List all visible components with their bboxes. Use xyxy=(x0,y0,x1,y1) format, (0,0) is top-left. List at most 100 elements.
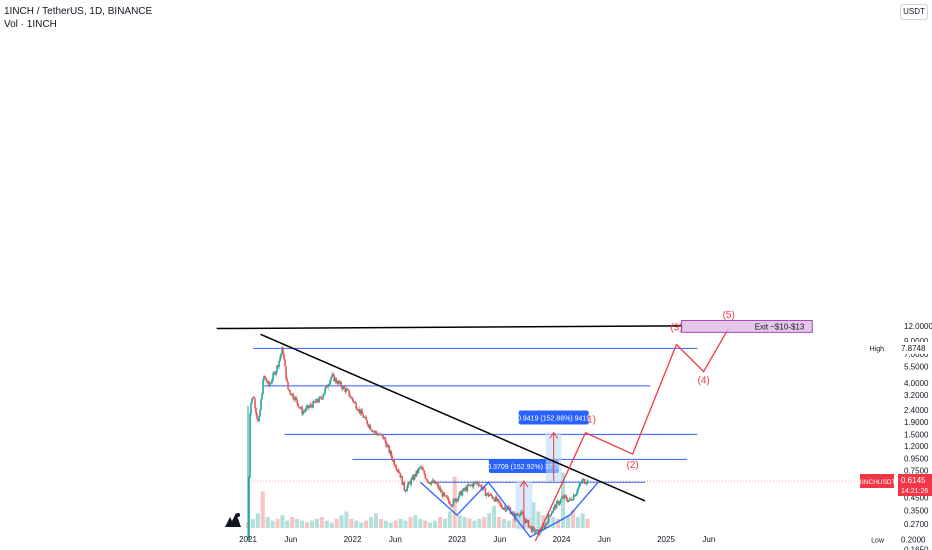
tradingview-logo-icon[interactable] xyxy=(222,509,244,529)
volume-bar xyxy=(551,517,556,528)
low-value: 0.2000 xyxy=(901,536,926,545)
candle-body xyxy=(368,425,371,427)
candle-body xyxy=(345,389,347,392)
candle-body xyxy=(512,512,515,514)
volume-bar xyxy=(477,518,482,528)
candle-body xyxy=(426,479,429,482)
candle-body xyxy=(324,388,326,393)
candle-body xyxy=(573,495,576,497)
volume-bar xyxy=(324,520,329,528)
candle-body xyxy=(548,515,551,516)
volume-bar xyxy=(255,513,260,528)
candle-body xyxy=(559,499,562,503)
candle-body xyxy=(411,476,414,480)
candle-body xyxy=(396,469,399,471)
candle-body xyxy=(321,398,323,400)
candle-body xyxy=(340,381,342,387)
candle-body xyxy=(290,393,292,396)
candle-body xyxy=(434,480,437,484)
candle-body xyxy=(362,414,365,418)
candle-body xyxy=(514,513,517,520)
volume-bar xyxy=(437,517,442,528)
candle-body xyxy=(266,380,268,383)
price-tick-label: 1.9000 xyxy=(904,418,929,427)
candle-body xyxy=(293,398,295,401)
candle-body xyxy=(309,404,311,407)
candle-body xyxy=(551,511,554,513)
candle-body xyxy=(471,484,474,487)
candle-body xyxy=(543,525,546,529)
candle-body xyxy=(271,380,273,383)
candle-body xyxy=(289,390,291,394)
candle-body xyxy=(440,491,443,492)
time-tick-label: 2022 xyxy=(344,535,362,544)
price-tick-label: 0.4500 xyxy=(904,493,929,502)
candle-body xyxy=(373,431,376,433)
candle-body xyxy=(382,435,385,440)
candle-body xyxy=(429,483,432,485)
candle-body xyxy=(262,379,264,395)
candle-body xyxy=(476,482,479,484)
candle-body xyxy=(268,381,270,386)
price-tick-label: 0.1650 xyxy=(904,546,929,550)
volume-bar xyxy=(428,522,433,528)
price-axis-bg xyxy=(896,0,932,550)
candle-body xyxy=(544,523,547,529)
candle-body xyxy=(256,413,258,419)
volume-bar xyxy=(447,511,452,528)
volume-bar xyxy=(472,520,477,528)
candle-body xyxy=(367,424,370,427)
candle-body xyxy=(406,485,409,491)
candle-body xyxy=(549,515,552,517)
candle-body xyxy=(329,380,331,385)
candle-body xyxy=(536,529,539,531)
candle-body xyxy=(474,482,477,484)
volume-bar xyxy=(334,518,339,528)
volume-bar xyxy=(580,513,585,528)
candle-body xyxy=(528,526,531,528)
measure-tools[interactable]: 0.3709 (152.92%) 3709 0.9419 (152.88%) 94… xyxy=(487,410,590,530)
candle-body xyxy=(500,504,503,508)
candle-body xyxy=(541,525,544,531)
candle-body xyxy=(495,496,498,501)
candle-body xyxy=(408,482,411,483)
time-tick-label: 2021 xyxy=(239,535,257,544)
candle-body xyxy=(526,520,529,521)
candle-body xyxy=(483,487,486,489)
currency-button[interactable]: USDT xyxy=(900,4,928,20)
price-tick-label: 5.5000 xyxy=(904,363,929,372)
candle-body xyxy=(248,477,250,540)
candle-body xyxy=(470,484,473,486)
volume-bar xyxy=(280,515,285,528)
candle-body xyxy=(562,496,565,499)
wave-label: 1) xyxy=(587,415,596,426)
candle-body xyxy=(358,409,361,412)
candle-body xyxy=(371,430,374,432)
candle-body xyxy=(575,492,578,495)
candle-body xyxy=(337,380,339,384)
volume-bar xyxy=(561,473,566,528)
candle-body xyxy=(557,501,560,505)
price-axis[interactable]: 12.0000 9.0000 7.0000 5.5000 4.0000 3.2000 2.4… xyxy=(858,0,932,550)
volume-bar xyxy=(482,517,487,528)
measure-arrow-head xyxy=(519,480,529,488)
candle-body xyxy=(535,529,538,532)
candle-body xyxy=(418,467,421,469)
time-tick-label: Jun xyxy=(598,535,611,544)
volume-bar xyxy=(393,520,398,528)
candle-body xyxy=(338,380,340,384)
price-tick-label: 3.2000 xyxy=(904,391,929,400)
candle-body xyxy=(312,401,314,408)
drawings[interactable]: 1) (2) (3) (4) (5) Exit ~$10-$13 xyxy=(216,310,813,542)
volume-bar xyxy=(408,517,413,528)
candle-body xyxy=(516,514,519,516)
candle-body xyxy=(489,494,492,496)
time-axis[interactable]: 2021 Jun 2022 Jun 2023 Jun 2024 Jun 2025 Jun xyxy=(239,535,715,544)
candle-body xyxy=(553,505,556,508)
candle-body xyxy=(414,474,417,477)
price-tick-label: 2.4000 xyxy=(904,406,929,415)
volume-bars xyxy=(246,473,590,528)
candle-body xyxy=(508,507,511,509)
candle-body xyxy=(519,513,522,516)
